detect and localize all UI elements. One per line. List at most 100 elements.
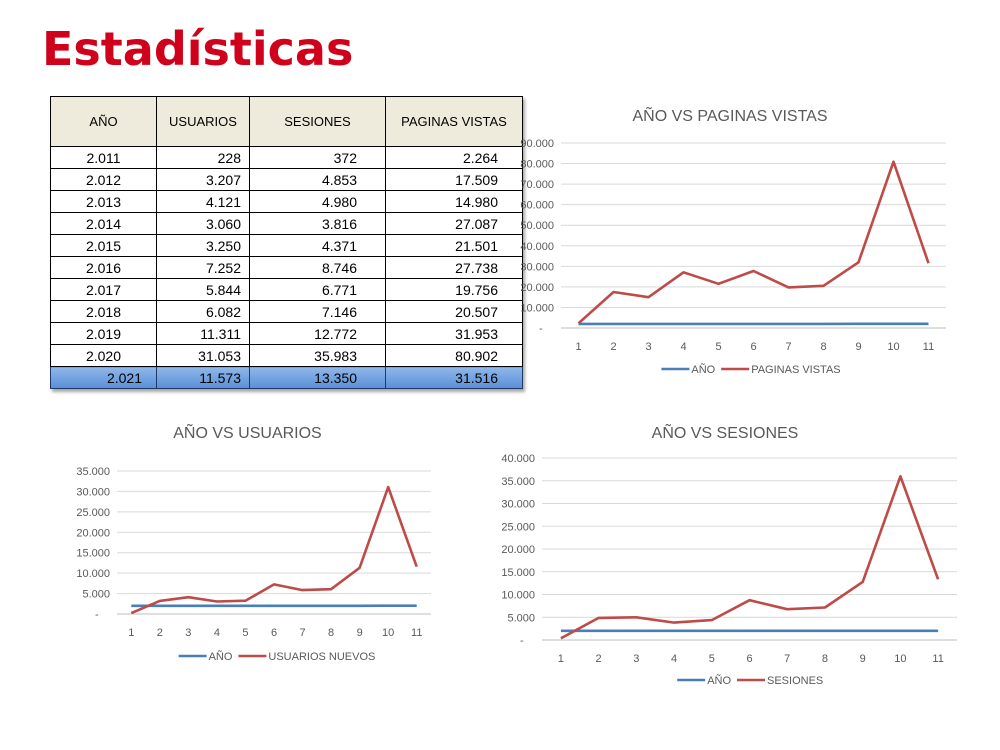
table-cell: 31.053 xyxy=(156,344,250,367)
x-tick-label: 8 xyxy=(822,653,828,665)
x-tick-label: 9 xyxy=(855,341,861,353)
chart-sesiones: AÑO VS SESIONES - 5.000 10.000 15.000 20.000 2… xyxy=(480,418,970,698)
y-tick-label: 80.000 xyxy=(520,159,554,171)
table-cell: 5.844 xyxy=(156,278,250,301)
y-tick-label: 5.000 xyxy=(82,589,110,601)
table-row: 2.015 3.250 4.371 21.501 xyxy=(50,234,523,257)
table-row: 2.013 4.121 4.980 14.980 xyxy=(50,190,523,213)
y-tick-label: 90.000 xyxy=(520,138,554,150)
chart-svg: AÑO VS USUARIOS - 5.000 10.000 15.000 20.000 2… xyxy=(76,422,431,663)
x-tick-label: 2 xyxy=(610,341,616,353)
table-cell: 31.516 xyxy=(385,366,523,389)
chart-title: AÑO VS SESIONES xyxy=(652,422,799,442)
chart-svg: AÑO VS SESIONES - 5.000 10.000 15.000 20.000 2… xyxy=(501,422,957,687)
x-tick-label: 3 xyxy=(185,627,191,639)
table-cell: 13.350 xyxy=(249,366,386,389)
x-tick-label: 7 xyxy=(784,653,790,665)
y-tick-label: - xyxy=(520,635,524,647)
y-tick-label: 20.000 xyxy=(76,527,110,539)
x-tick-label: 5 xyxy=(709,653,715,665)
table-cell: 4.121 xyxy=(156,190,250,213)
x-tick-label: 11 xyxy=(923,341,934,353)
x-tick-label: 5 xyxy=(242,627,248,639)
table-row: 2.021 11.573 13.350 31.516 xyxy=(50,366,523,389)
x-tick-label: 10 xyxy=(887,341,899,353)
table-cell: 4.371 xyxy=(249,234,386,257)
x-tick-label: 6 xyxy=(271,627,277,639)
y-tick-label: 40.000 xyxy=(501,453,535,465)
series-line-value xyxy=(577,160,930,325)
stats-table: AÑO USUARIOS SESIONES PAGINAS VISTAS 2.0… xyxy=(50,96,523,389)
table-cell: 2.012 xyxy=(50,168,157,191)
table-row: 2.020 31.053 35.983 80.902 xyxy=(50,344,523,367)
x-tick-label: 5 xyxy=(715,341,721,353)
y-tick-label: 10.000 xyxy=(76,568,110,580)
x-tick-label: 2 xyxy=(157,627,163,639)
table-cell: 17.509 xyxy=(385,168,523,191)
y-tick-label: 60.000 xyxy=(520,200,554,212)
column-header: SESIONES xyxy=(249,96,386,147)
table-cell: 6.082 xyxy=(156,300,250,323)
page-title: Estadísticas xyxy=(42,22,354,76)
x-tick-label: 10 xyxy=(894,653,906,665)
table-cell: 2.016 xyxy=(50,256,157,279)
y-tick-label: 25.000 xyxy=(501,521,535,533)
x-tick-label: 6 xyxy=(746,653,752,665)
table-cell: 3.250 xyxy=(156,234,250,257)
x-tick-label: 3 xyxy=(645,341,651,353)
column-header: USUARIOS xyxy=(156,96,250,147)
table-cell: 228 xyxy=(156,146,250,169)
y-tick-label: 20.000 xyxy=(520,282,554,294)
series-line-value xyxy=(130,485,418,615)
table-cell: 19.756 xyxy=(385,278,523,301)
x-tick-label: 8 xyxy=(328,627,334,639)
legend-label: SESIONES xyxy=(767,675,823,687)
x-tick-label: 10 xyxy=(382,627,394,639)
table-row: 2.012 3.207 4.853 17.509 xyxy=(50,168,523,191)
x-tick-label: 1 xyxy=(558,653,564,665)
table-body: 2.011 228 372 2.264 2.012 3.207 4.853 17.509 2.0… xyxy=(50,146,523,389)
column-header: PAGINAS VISTAS xyxy=(385,96,523,147)
table-row: 2.018 6.082 7.146 20.507 xyxy=(50,300,523,323)
x-tick-label: 9 xyxy=(357,627,363,639)
y-tick-label: 50.000 xyxy=(520,220,554,232)
chart-usuarios: AÑO VS USUARIOS - 5.000 10.000 15.000 20.000 2… xyxy=(45,418,450,678)
table-cell: 2.014 xyxy=(50,212,157,235)
table-cell: 2.019 xyxy=(50,322,157,345)
table-cell: 4.853 xyxy=(249,168,386,191)
table-cell: 12.772 xyxy=(249,322,386,345)
x-tick-label: 7 xyxy=(785,341,791,353)
legend-label: AÑO xyxy=(209,650,233,663)
table-cell: 2.020 xyxy=(50,344,157,367)
x-tick-label: 8 xyxy=(820,341,826,353)
x-tick-label: 11 xyxy=(411,627,422,639)
y-tick-label: 10.000 xyxy=(501,590,535,602)
table-cell: 11.311 xyxy=(156,322,250,345)
table-cell: 3.060 xyxy=(156,212,250,235)
table-row: 2.017 5.844 6.771 19.756 xyxy=(50,278,523,301)
y-tick-label: 30.000 xyxy=(520,261,554,273)
table-cell: 3.816 xyxy=(249,212,386,235)
y-tick-label: 15.000 xyxy=(76,548,110,560)
table-cell: 27.087 xyxy=(385,212,523,235)
y-tick-label: - xyxy=(95,609,99,621)
x-tick-label: 6 xyxy=(750,341,756,353)
table-row: 2.016 7.252 8.746 27.738 xyxy=(50,256,523,279)
x-tick-label: 1 xyxy=(575,341,581,353)
x-tick-label: 3 xyxy=(633,653,639,665)
y-tick-label: 40.000 xyxy=(520,241,554,253)
table-cell: 3.207 xyxy=(156,168,250,191)
chart-svg: AÑO VS PAGINAS VISTAS - 10.000 20.000 30.000… xyxy=(520,105,946,376)
y-tick-label: - xyxy=(539,323,543,335)
x-tick-label: 4 xyxy=(680,341,686,353)
table-cell: 2.017 xyxy=(50,278,157,301)
x-tick-label: 11 xyxy=(932,653,943,665)
table-cell: 2.011 xyxy=(50,146,157,169)
table-cell: 2.021 xyxy=(50,366,157,389)
table-cell: 11.573 xyxy=(156,366,250,389)
table-cell: 7.252 xyxy=(156,256,250,279)
table-cell: 14.980 xyxy=(385,190,523,213)
chart-paginas-vistas: AÑO VS PAGINAS VISTAS - 10.000 20.000 30.000… xyxy=(480,100,980,390)
table-cell: 27.738 xyxy=(385,256,523,279)
series-line-value xyxy=(560,474,940,640)
